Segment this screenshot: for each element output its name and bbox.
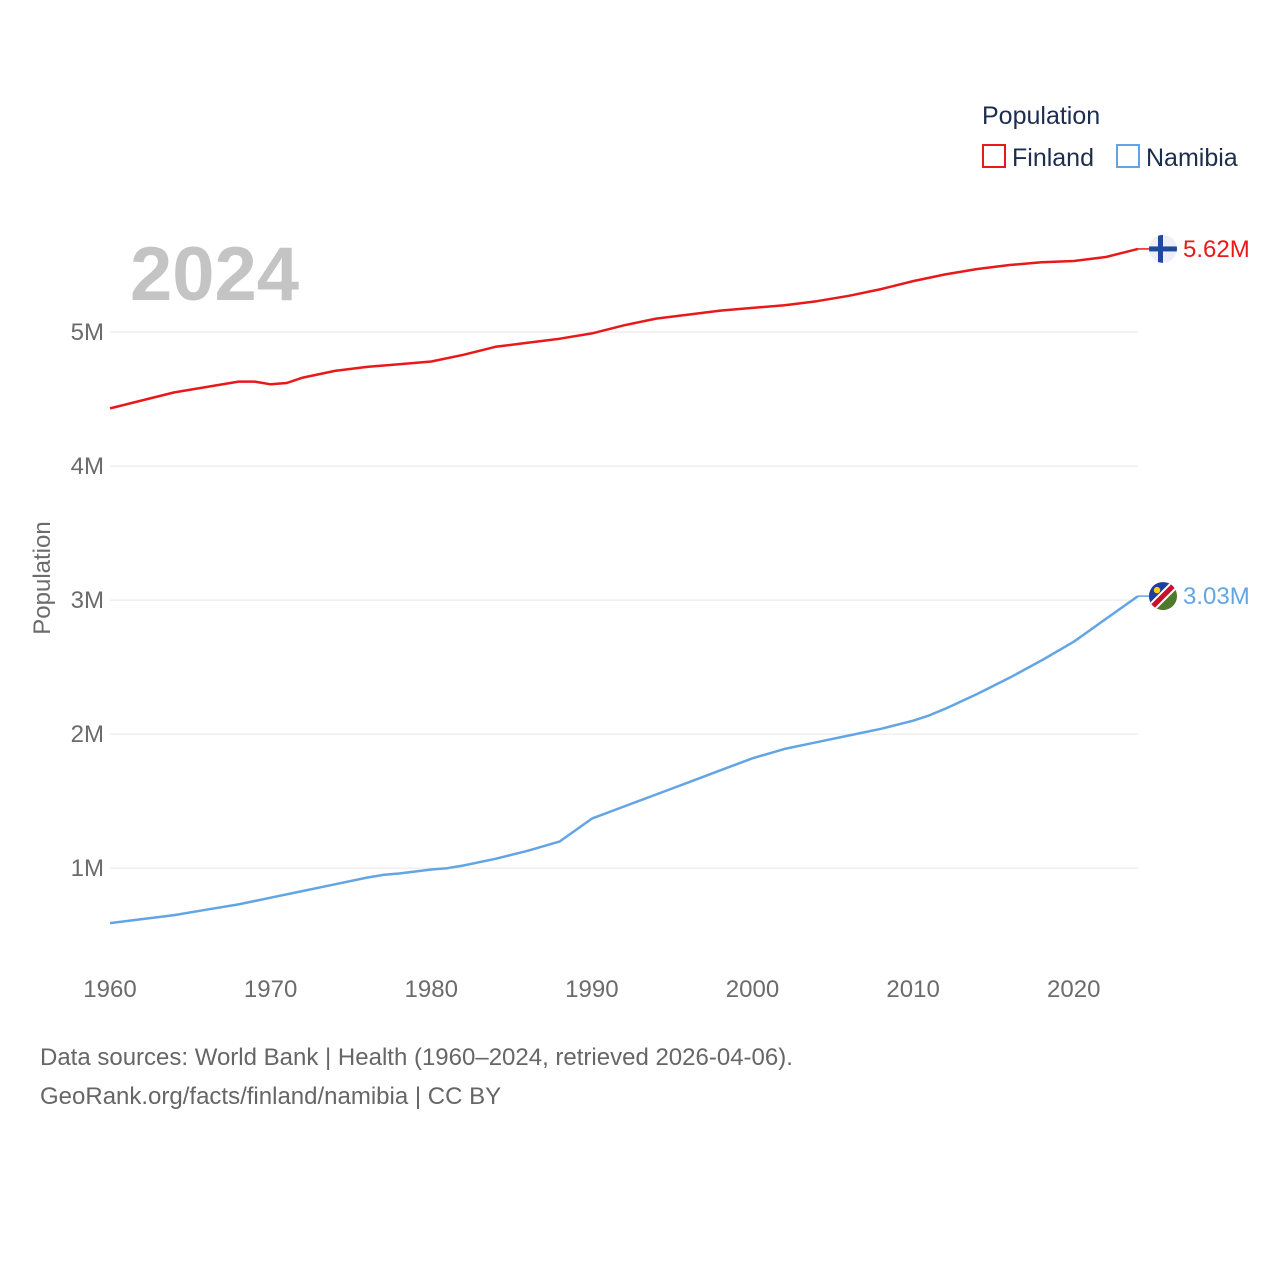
end-value-label-namibia: 3.03M — [1183, 583, 1250, 610]
legend-label-finland: Finland — [1012, 144, 1094, 172]
y-tick-label: 5M — [71, 319, 104, 346]
finland-flag-icon — [1149, 234, 1177, 263]
legend-swatch-namibia — [1116, 144, 1140, 168]
x-axis-ticks: 1960 1970 1980 1990 2000 2010 2020 — [83, 976, 1100, 1003]
x-tick-label: 1970 — [244, 976, 297, 1003]
namibia-flag-icon — [1149, 582, 1177, 611]
legend-title: Population — [982, 102, 1100, 130]
x-tick-label: 1960 — [83, 976, 136, 1003]
y-tick-label: 2M — [71, 721, 104, 748]
y-axis-ticks: 1M 2M 3M 4M 5M — [71, 319, 104, 882]
series-line-finland[interactable] — [109, 247, 1139, 410]
series-line-namibia[interactable] — [109, 595, 1139, 925]
end-value-label-finland: 5.62M — [1183, 236, 1250, 263]
x-tick-label: 2010 — [886, 976, 939, 1003]
x-tick-label: 2020 — [1047, 976, 1100, 1003]
data-sources-text: Data sources: World Bank | Health (1960–… — [40, 1044, 793, 1071]
x-tick-label: 2000 — [726, 976, 779, 1003]
legend-swatch-finland — [982, 144, 1006, 168]
x-tick-label: 1980 — [405, 976, 458, 1003]
attribution-link[interactable]: GeoRank.org/facts/finland/namibia | CC B… — [40, 1083, 502, 1110]
year-label: 2024 — [130, 232, 299, 317]
end-markers: 5.62M 3.03M — [1138, 234, 1250, 611]
legend-item-finland[interactable]: Finland — [982, 144, 1094, 172]
y-tick-label: 3M — [71, 587, 104, 614]
gridlines — [110, 331, 1138, 869]
x-tick-label: 1990 — [565, 976, 618, 1003]
legend-item-namibia[interactable]: Namibia — [1116, 144, 1238, 172]
y-axis-title: Population — [29, 521, 56, 634]
legend-label-namibia: Namibia — [1146, 144, 1238, 172]
legend: Population Finland Namibia — [982, 102, 1238, 172]
series-lines — [109, 247, 1139, 925]
y-tick-label: 4M — [71, 453, 104, 480]
y-tick-label: 1M — [71, 855, 104, 882]
